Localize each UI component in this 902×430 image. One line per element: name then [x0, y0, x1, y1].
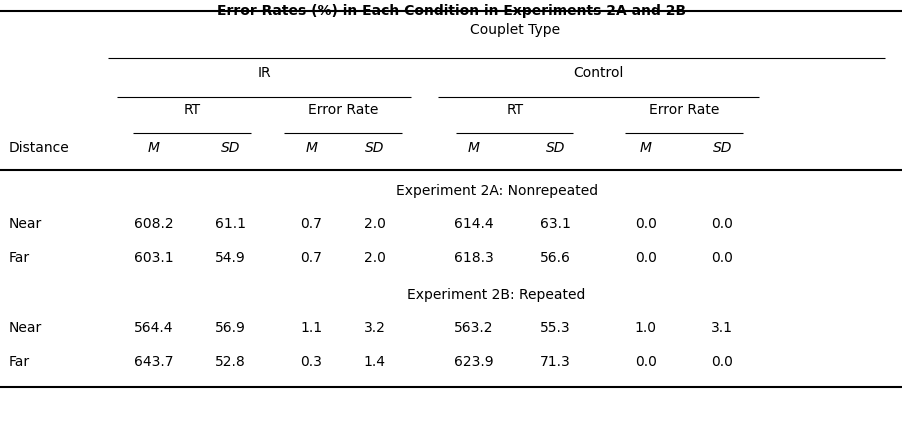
Text: M: M — [305, 141, 318, 155]
Text: 0.0: 0.0 — [634, 251, 656, 265]
Text: Far: Far — [9, 355, 30, 369]
Text: SD: SD — [545, 141, 565, 155]
Text: SD: SD — [712, 141, 732, 155]
Text: 608.2: 608.2 — [133, 218, 173, 231]
Text: RT: RT — [506, 103, 522, 117]
Text: 0.3: 0.3 — [300, 355, 322, 369]
Text: Distance: Distance — [9, 141, 69, 155]
Text: 0.7: 0.7 — [300, 251, 322, 265]
Text: 564.4: 564.4 — [133, 321, 173, 335]
Text: 1.0: 1.0 — [634, 321, 656, 335]
Text: M: M — [467, 141, 480, 155]
Text: Couplet Type: Couplet Type — [469, 23, 559, 37]
Text: 603.1: 603.1 — [133, 251, 173, 265]
Text: SD: SD — [364, 141, 384, 155]
Text: Error Rate: Error Rate — [308, 103, 378, 117]
Text: Experiment 2A: Nonrepeated: Experiment 2A: Nonrepeated — [395, 184, 597, 198]
Text: 56.6: 56.6 — [539, 251, 570, 265]
Text: 55.3: 55.3 — [539, 321, 570, 335]
Text: Control: Control — [573, 66, 622, 80]
Text: 3.2: 3.2 — [364, 321, 385, 335]
Text: 1.1: 1.1 — [300, 321, 322, 335]
Text: 61.1: 61.1 — [215, 218, 245, 231]
Text: Experiment 2B: Repeated: Experiment 2B: Repeated — [407, 288, 585, 301]
Text: 623.9: 623.9 — [454, 355, 493, 369]
Text: 56.9: 56.9 — [215, 321, 245, 335]
Text: 2.0: 2.0 — [364, 218, 385, 231]
Text: 0.0: 0.0 — [634, 355, 656, 369]
Text: RT: RT — [183, 103, 200, 117]
Text: 52.8: 52.8 — [215, 355, 245, 369]
Text: 54.9: 54.9 — [215, 251, 245, 265]
Text: 0.0: 0.0 — [634, 218, 656, 231]
Text: Near: Near — [9, 218, 42, 231]
Text: 2.0: 2.0 — [364, 251, 385, 265]
Text: Error Rate: Error Rate — [649, 103, 718, 117]
Text: 3.1: 3.1 — [711, 321, 732, 335]
Text: 0.0: 0.0 — [711, 355, 732, 369]
Text: Near: Near — [9, 321, 42, 335]
Text: M: M — [147, 141, 160, 155]
Text: 0.0: 0.0 — [711, 251, 732, 265]
Text: 0.0: 0.0 — [711, 218, 732, 231]
Text: SD: SD — [220, 141, 240, 155]
Text: 618.3: 618.3 — [454, 251, 493, 265]
Text: 63.1: 63.1 — [539, 218, 570, 231]
Text: Far: Far — [9, 251, 30, 265]
Text: 0.7: 0.7 — [300, 218, 322, 231]
Text: M: M — [639, 141, 651, 155]
Text: 1.4: 1.4 — [364, 355, 385, 369]
Text: IR: IR — [257, 66, 271, 80]
Text: 614.4: 614.4 — [454, 218, 493, 231]
Text: 71.3: 71.3 — [539, 355, 570, 369]
Text: 643.7: 643.7 — [133, 355, 173, 369]
Text: 563.2: 563.2 — [454, 321, 493, 335]
Text: Error Rates (%) in Each Condition in Experiments 2A and 2B: Error Rates (%) in Each Condition in Exp… — [216, 4, 686, 18]
